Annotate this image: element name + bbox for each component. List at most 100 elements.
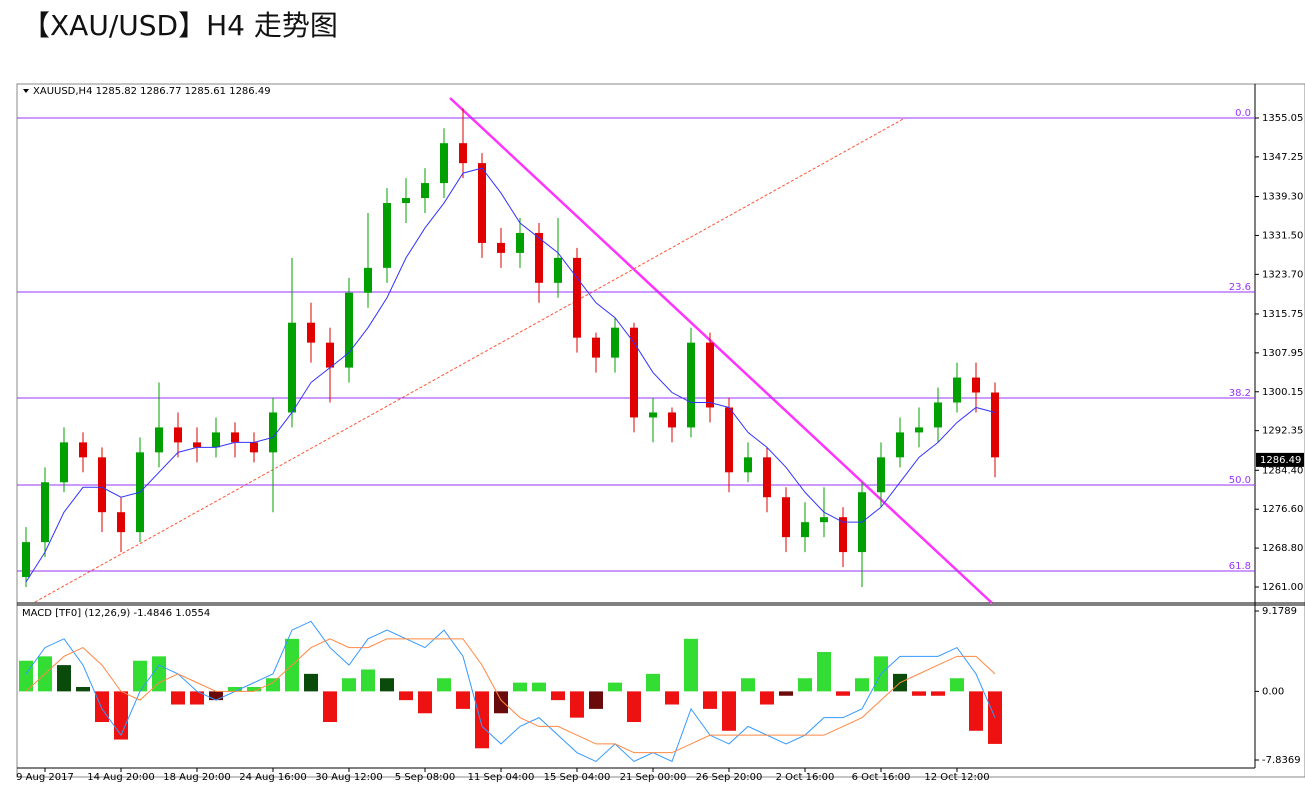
fib-label: 23.6 <box>1229 282 1251 293</box>
macd-bar <box>798 678 812 692</box>
candle-body <box>725 407 733 473</box>
x-tick-label: 5 Sep 08:00 <box>395 772 455 783</box>
candle-body <box>383 203 391 268</box>
macd-bar <box>627 691 641 723</box>
candle-body <box>573 257 581 338</box>
macd-bar <box>551 691 565 701</box>
candle-body <box>744 457 752 473</box>
candle-body <box>554 257 562 283</box>
macd-bar <box>494 691 508 714</box>
candle-body <box>288 322 296 413</box>
candle-body <box>535 232 543 283</box>
macd-bar <box>209 691 223 701</box>
y-tick-label: 1268.80 <box>1262 543 1303 554</box>
macd-line <box>25 620 996 763</box>
macd-bar <box>532 682 546 692</box>
candle-body <box>402 198 410 204</box>
x-tick-label: 26 Sep 20:00 <box>696 772 763 783</box>
macd-bar <box>418 691 432 714</box>
candle-body <box>41 482 49 543</box>
macd-bar <box>741 678 755 692</box>
macd-bar <box>190 691 204 705</box>
macd-bar <box>95 691 109 723</box>
x-tick-label: 11 Sep 04:00 <box>468 772 535 783</box>
candle-body <box>953 377 961 403</box>
macd-bar <box>817 651 831 692</box>
moving-average <box>25 167 996 583</box>
x-tick-label: 14 Aug 20:00 <box>87 772 154 783</box>
macd-bar <box>779 691 793 696</box>
candle-body <box>820 517 828 523</box>
macd-bar <box>380 678 394 692</box>
x-tick-label: 6 Oct 16:00 <box>852 772 911 783</box>
x-tick-label: 9 Aug 2017 <box>16 772 74 783</box>
candle-body <box>649 412 657 418</box>
candle-body <box>991 392 999 458</box>
candle-body <box>212 432 220 448</box>
y-tick-label: 1323.70 <box>1262 269 1303 280</box>
candle-body <box>364 267 372 293</box>
y-tick-label: 0.00 <box>1262 686 1284 697</box>
macd-bar <box>133 660 147 692</box>
candle-body <box>896 432 904 458</box>
candle-body <box>516 232 524 253</box>
y-tick-label: 1315.75 <box>1262 309 1303 320</box>
candle-body <box>782 497 790 538</box>
y-tick-label: 1347.25 <box>1262 152 1303 163</box>
trend-line <box>449 97 993 604</box>
candle-body <box>668 412 676 428</box>
candle-body <box>79 442 87 458</box>
candle-body <box>98 457 106 513</box>
candle-body <box>839 517 847 553</box>
macd-bar <box>608 682 622 692</box>
candle-body <box>630 327 638 418</box>
candle-body <box>345 292 353 368</box>
y-tick-label: 1300.15 <box>1262 387 1303 398</box>
macd-bar <box>171 691 185 705</box>
x-tick-label: 21 Sep 00:00 <box>620 772 687 783</box>
fib-label: 0.0 <box>1235 108 1251 119</box>
candle-body <box>801 522 809 538</box>
x-tick-label: 12 Oct 12:00 <box>924 772 989 783</box>
candle-body <box>193 442 201 448</box>
macd-bar <box>228 686 242 692</box>
candle-body <box>763 457 771 498</box>
macd-bar <box>950 678 964 692</box>
y-tick-label: 1339.30 <box>1262 192 1303 203</box>
candle-body <box>231 432 239 443</box>
macd-bar <box>152 656 166 692</box>
candle-body <box>497 242 505 253</box>
y-tick-label: -7.8369 <box>1262 755 1301 766</box>
macd-bar <box>304 673 318 692</box>
last-price-box <box>1256 452 1304 467</box>
candle-body <box>877 457 885 493</box>
fib-label: 38.2 <box>1229 388 1251 399</box>
candle-body <box>592 337 600 358</box>
candle-body <box>326 342 334 368</box>
macd-bar <box>931 691 945 696</box>
macd-bar <box>969 691 983 731</box>
y-tick-label: 9.1789 <box>1262 606 1297 617</box>
candle-body <box>459 143 467 164</box>
x-tick-label: 24 Aug 16:00 <box>239 772 306 783</box>
x-tick-label: 30 Aug 12:00 <box>315 772 382 783</box>
macd-bar <box>475 691 489 749</box>
macd-bar <box>646 673 660 692</box>
candle-body <box>478 163 486 243</box>
macd-bar <box>76 686 90 692</box>
candle-body <box>60 442 68 483</box>
candle-body <box>611 327 619 358</box>
macd-bar <box>323 691 337 723</box>
y-tick-label: 1307.95 <box>1262 348 1303 359</box>
candle-body <box>934 402 942 428</box>
macd-bar <box>361 669 375 692</box>
page-title: 【XAU/USD】H4 走势图 <box>22 9 338 42</box>
y-tick-label: 1284.40 <box>1262 465 1303 476</box>
y-tick-label: 1276.60 <box>1262 504 1303 515</box>
candle-body <box>269 412 277 453</box>
macd-bar <box>342 678 356 692</box>
candle-body <box>250 442 258 453</box>
candle-body <box>687 342 695 428</box>
